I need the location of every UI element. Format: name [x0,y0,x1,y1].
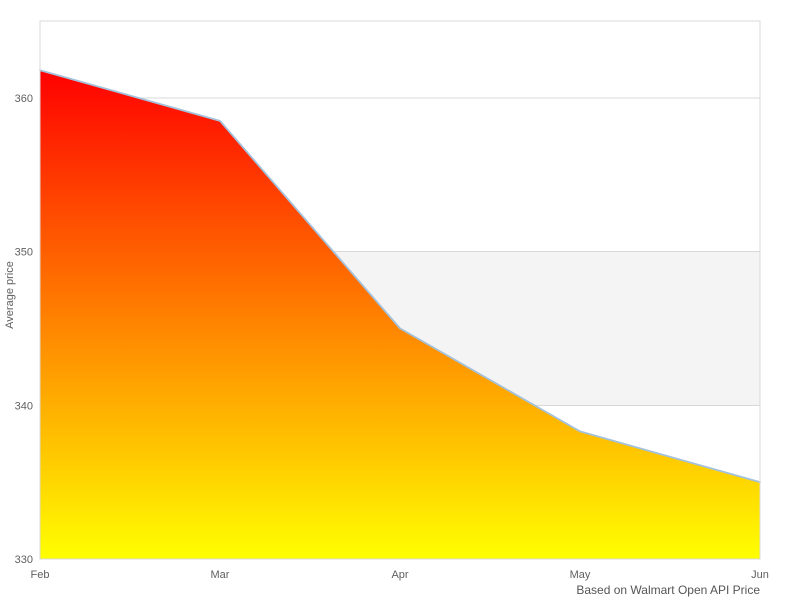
chart-caption: Based on Walmart Open API Price [576,583,760,597]
x-tick-label-apr: Apr [391,569,408,581]
y-tick-label-360: 360 [15,93,33,105]
area-series [40,70,760,559]
y-axis-title: Average price [4,261,16,329]
x-tick-label-mar: Mar [211,569,230,581]
y-tick-label-350: 350 [15,247,33,259]
y-axis-labels: 330 340 350 360 [15,93,33,566]
x-tick-label-feb: Feb [31,569,50,581]
y-tick-label-340: 340 [15,400,33,412]
plot-border [39,20,761,560]
x-tick-label-may: May [570,569,591,581]
x-axis-labels: Feb Mar Apr May Jun [31,569,769,581]
series-line [39,69,761,483]
x-tick-label-jun: Jun [751,569,769,581]
y-tick-label-330: 330 [15,554,33,566]
